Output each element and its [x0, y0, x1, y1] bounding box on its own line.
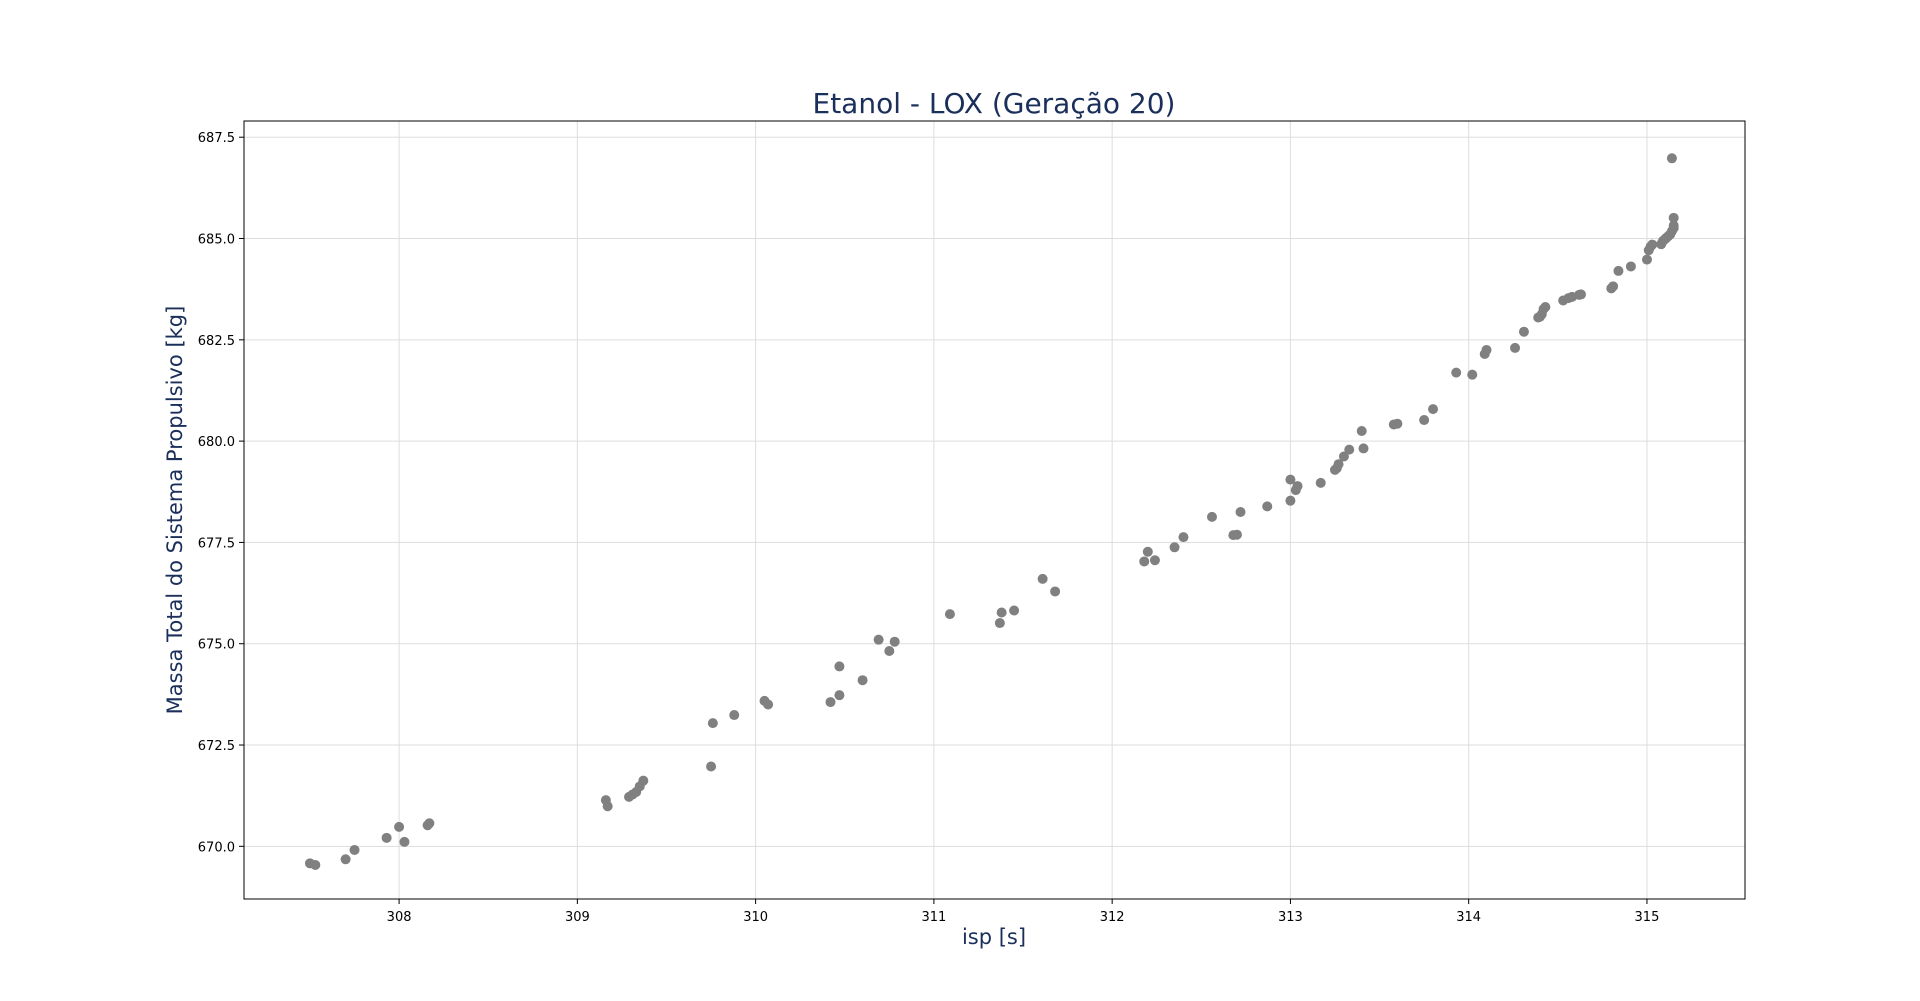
scatter-point	[1625, 261, 1636, 272]
scatter-point	[857, 675, 868, 686]
scatter-point	[1338, 451, 1349, 462]
y-tick-label: 677.5	[198, 536, 235, 551]
scatter-point	[1139, 556, 1150, 567]
x-tick-label: 308	[387, 910, 412, 925]
scatter-point	[1050, 586, 1061, 597]
scatter-point	[1315, 477, 1326, 488]
scatter-point	[1481, 344, 1492, 355]
scatter-point	[1037, 573, 1048, 584]
data-points	[304, 153, 1679, 870]
scatter-point	[1169, 542, 1180, 553]
scatter-point	[394, 821, 405, 832]
scatter-point	[399, 836, 410, 847]
x-tick-label: 311	[921, 910, 946, 925]
scatter-point	[1344, 444, 1355, 455]
scatter-point	[1518, 326, 1529, 337]
x-tick-label: 309	[565, 910, 590, 925]
x-tick-label: 314	[1456, 910, 1481, 925]
y-tick-label: 685.0	[198, 233, 235, 248]
scatter-point	[1358, 443, 1369, 454]
scatter-point	[1149, 555, 1160, 566]
scatter-point	[1647, 239, 1658, 250]
scatter-point	[638, 775, 649, 786]
plot-frame	[243, 120, 1746, 900]
scatter-point	[1428, 404, 1439, 415]
scatter-point	[706, 761, 717, 772]
scatter-point	[1419, 415, 1430, 426]
y-tick-label: 680.0	[198, 435, 235, 450]
scatter-point	[1285, 474, 1296, 485]
chart-title: Etanol - LOX (Geração 20)	[813, 87, 1176, 120]
scatter-point	[1668, 220, 1679, 231]
scatter-point	[310, 859, 321, 870]
scatter-point	[1668, 212, 1679, 223]
x-tick-label: 313	[1278, 910, 1303, 925]
scatter-point	[873, 634, 884, 645]
scatter-point	[1285, 495, 1296, 506]
scatter-point	[1613, 265, 1624, 276]
scatter-point	[825, 697, 836, 708]
scatter-point	[884, 646, 895, 657]
y-tick-label: 670.0	[198, 840, 235, 855]
scatter-point	[763, 699, 774, 710]
y-axis-ticks: 670.0 672.5 675.0 677.5 680.0 682.5 685.0 687.5	[198, 131, 244, 855]
scatter-point	[1540, 301, 1551, 312]
scatter-point	[1206, 511, 1217, 522]
scatter-point	[944, 609, 955, 620]
scatter-point	[834, 661, 845, 672]
scatter-point	[340, 854, 351, 865]
scatter-point	[1231, 529, 1242, 540]
y-tick-label: 672.5	[198, 739, 235, 754]
scatter-point	[1575, 289, 1586, 300]
scatter-point	[424, 818, 435, 829]
y-axis-label: Massa Total do Sistema Propulsivo [kg]	[163, 306, 187, 715]
scatter-point	[381, 832, 392, 843]
scatter-point	[834, 690, 845, 701]
y-tick-label: 687.5	[198, 131, 235, 146]
y-tick-label: 682.5	[198, 334, 235, 349]
scatter-point	[1510, 342, 1521, 353]
scatter-point	[1262, 501, 1273, 512]
x-tick-label: 312	[1100, 910, 1125, 925]
scatter-point	[349, 844, 360, 855]
scatter-point	[1392, 418, 1403, 429]
scatter-point	[1292, 481, 1303, 492]
scatter-point	[602, 801, 613, 812]
scatter-point	[1009, 605, 1020, 616]
scatter-point	[729, 710, 740, 721]
scatter-point	[1641, 254, 1652, 265]
x-axis-ticks: 308 309 310 311 312 313 314 315	[387, 899, 1660, 925]
y-tick-label: 675.0	[198, 638, 235, 653]
scatter-point	[1333, 459, 1344, 470]
scatter-point	[1178, 532, 1189, 543]
scatter-point	[1356, 425, 1367, 436]
x-axis-label: isp [s]	[962, 925, 1026, 949]
scatter-point	[994, 618, 1005, 629]
scatter-point	[1467, 369, 1478, 380]
x-tick-label: 310	[743, 910, 768, 925]
scatter-point	[889, 636, 900, 647]
scatter-point	[707, 718, 718, 729]
scatter-point	[1142, 546, 1153, 557]
scatter-point	[1666, 153, 1677, 164]
scatter-point	[1608, 281, 1619, 292]
scatter-point	[1451, 367, 1462, 378]
x-tick-label: 315	[1635, 910, 1660, 925]
scatter-point	[1235, 507, 1246, 518]
scatter-point	[996, 607, 1007, 618]
grid-lines	[244, 121, 1745, 899]
